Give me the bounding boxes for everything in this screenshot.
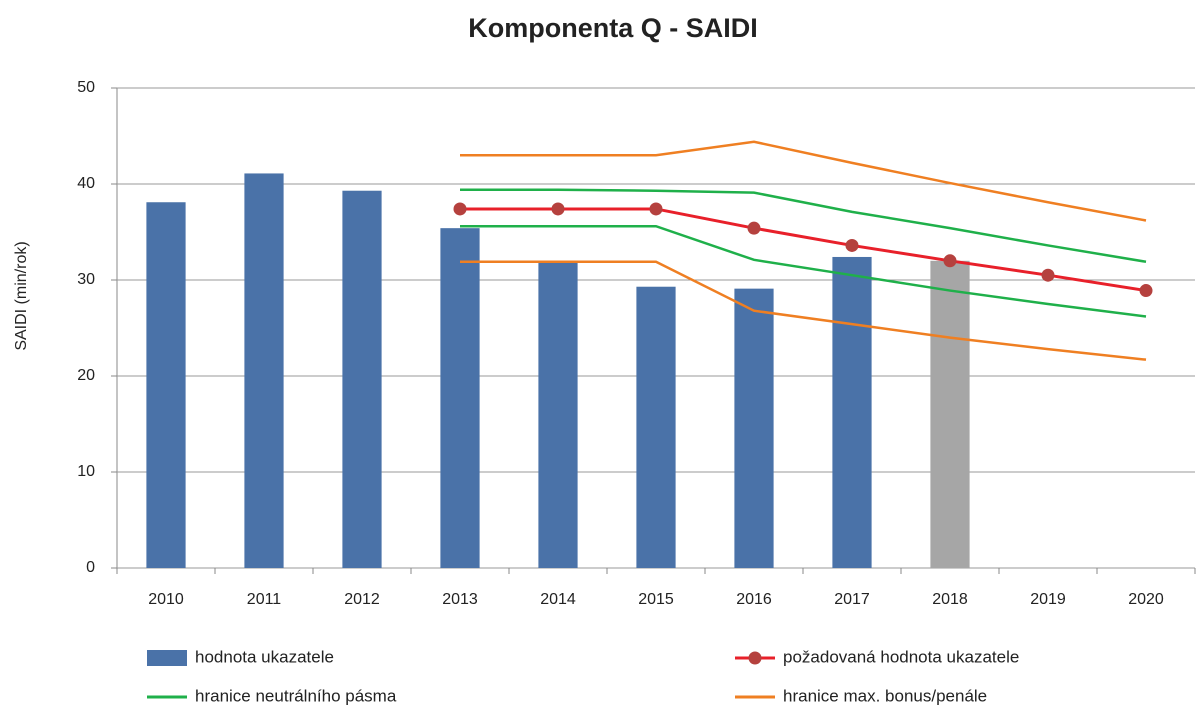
x-tick-label: 2016 bbox=[736, 591, 772, 608]
y-tick-label: 50 bbox=[77, 79, 95, 96]
bar bbox=[930, 260, 970, 568]
bar bbox=[244, 173, 284, 568]
line-marker bbox=[649, 202, 663, 216]
boundary-line bbox=[460, 188, 1147, 263]
bar bbox=[538, 262, 578, 568]
y-tick-label: 40 bbox=[77, 175, 95, 192]
x-tick-label: 2011 bbox=[247, 591, 282, 608]
line bbox=[460, 207, 1147, 293]
x-tick-label: 2013 bbox=[442, 591, 478, 608]
line-marker bbox=[943, 254, 957, 268]
bar bbox=[342, 190, 382, 568]
x-tick-label: 2018 bbox=[932, 591, 968, 608]
x-tick-label: 2014 bbox=[540, 591, 576, 608]
y-tick-label: 20 bbox=[77, 367, 95, 384]
x-tick-label: 2010 bbox=[148, 591, 184, 608]
bar bbox=[734, 288, 774, 568]
legend-label: hranice neutrálního pásma bbox=[195, 686, 397, 705]
legend-label: hranice max. bonus/penále bbox=[783, 686, 987, 705]
y-axis-label: SAIDI (min/rok) bbox=[13, 241, 30, 350]
chart-title: Komponenta Q - SAIDI bbox=[468, 13, 758, 43]
line-marker bbox=[747, 221, 761, 235]
x-tick-label: 2012 bbox=[344, 591, 380, 608]
bar bbox=[832, 256, 872, 568]
line-marker bbox=[453, 202, 467, 216]
bar bbox=[636, 286, 676, 568]
boundary-line bbox=[460, 224, 1147, 318]
line-marker bbox=[845, 238, 859, 252]
line-marker bbox=[551, 202, 565, 216]
bar bbox=[146, 202, 186, 569]
legend-label: hodnota ukazatele bbox=[195, 647, 334, 666]
legend-marker bbox=[748, 651, 762, 665]
bar bbox=[440, 228, 480, 568]
x-tick-label: 2015 bbox=[638, 591, 674, 608]
line-marker bbox=[1139, 284, 1153, 298]
legend-swatch bbox=[147, 650, 187, 666]
y-tick-label: 0 bbox=[86, 559, 95, 576]
boundary-line bbox=[460, 260, 1147, 361]
boundary-line bbox=[460, 140, 1147, 222]
x-tick-label: 2017 bbox=[834, 591, 870, 608]
legend-label: požadovaná hodnota ukazatele bbox=[783, 647, 1019, 666]
line-marker bbox=[1041, 268, 1055, 282]
x-tick-label: 2019 bbox=[1030, 591, 1066, 608]
x-tick-label: 2020 bbox=[1128, 591, 1164, 608]
y-tick-label: 10 bbox=[77, 463, 95, 480]
y-tick-label: 30 bbox=[77, 271, 95, 288]
